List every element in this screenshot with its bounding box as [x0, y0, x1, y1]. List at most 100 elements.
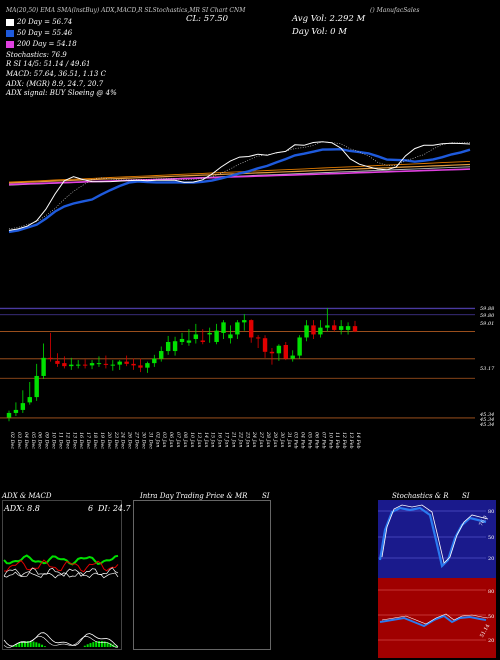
price-tick-label: 53.17 [480, 366, 495, 372]
date-tick-label: 30 Dec [140, 432, 146, 449]
date-tick-label: 03 Feb [293, 432, 299, 449]
candle-body [34, 375, 39, 398]
date-axis: 02 Dec 03 Dec 04 Dec 05 Dec 06 Dec 09 Dec 10 D… [9, 431, 361, 449]
macd-histogram-bar [18, 642, 21, 647]
date-tick-label: 11 Feb [334, 432, 340, 449]
date-tick-label: 14 Feb [355, 432, 361, 449]
avg-vol-label: Avg Vol: 2.292 M [292, 14, 366, 24]
date-tick-label: 04 Feb [300, 432, 306, 449]
date-tick-label: 02 Jan [154, 432, 160, 448]
candle-body [235, 322, 240, 335]
candle-body [165, 341, 171, 352]
price-tick-label: 45.34 [479, 417, 494, 423]
legend-r: R SI 14/5: 51.14 / 49.61 [6, 60, 91, 68]
ma200-swatch [6, 40, 14, 48]
price-tick-label: 59.01 [480, 321, 494, 327]
date-tick-label: 28 Jan [265, 431, 271, 448]
intraday-si-label: SI [262, 492, 270, 500]
date-tick-label: 03 Dec [16, 432, 22, 449]
legend-adx-signal: ADX signal: BUY Sloeing @ 4% [6, 89, 117, 97]
moving-average-lines [8, 141, 471, 234]
candle-body [200, 340, 205, 342]
macd-histogram-bar [23, 641, 26, 647]
candle-body [276, 345, 282, 354]
date-tick-label: 06 Jan [168, 432, 174, 448]
candle-body [110, 364, 115, 366]
stoch-si-label: SI [462, 492, 470, 500]
rsi-lines [378, 589, 489, 641]
date-tick-label: 10 Feb [327, 432, 333, 449]
candle-body [214, 330, 219, 342]
date-tick-label: 19 Dec [99, 432, 105, 449]
legend-adx: ADX: (MGR) 8.9, 24.7, 20.7 [6, 80, 104, 88]
candle-body [262, 338, 268, 352]
candle-body [76, 364, 81, 366]
candle-body [131, 363, 136, 366]
date-tick-label: 17 Jan [224, 432, 230, 448]
price-tick-label: 45.34 [479, 422, 494, 428]
date-tick-label: 31 Dec [147, 432, 153, 449]
date-tick-label: 13 Feb [348, 432, 354, 449]
candle-body [172, 341, 178, 352]
candle-body [318, 327, 323, 335]
date-tick-label: 24 Jan [251, 431, 257, 448]
date-tick-label: 14 Jan [203, 432, 209, 448]
macd-histogram-bar [21, 641, 24, 647]
legend-ma50: 50 Day = 55.46 [6, 29, 72, 37]
date-tick-label: 31 Jan [286, 432, 292, 448]
macd-histogram-bar [109, 643, 112, 647]
date-tick-label: 23 Dec [113, 431, 119, 449]
candle-body [311, 325, 316, 335]
candle-body [332, 325, 337, 330]
candle-body [159, 351, 164, 359]
macd-histogram-bar [89, 643, 92, 647]
date-tick-label: 27 Jan [258, 431, 264, 448]
candle-body [193, 334, 199, 339]
macd-histogram-bar [86, 644, 89, 647]
macd-histogram-bar [100, 641, 103, 647]
macd-histogram-bar [12, 645, 15, 647]
stochastics-lines [378, 504, 489, 569]
macd-histogram-bar [106, 642, 109, 647]
price-tick-label: 59.88 [480, 306, 494, 312]
date-tick-label: 13 Jan [196, 432, 202, 448]
macd-histogram-bar [43, 646, 46, 647]
date-tick-label: 05 Feb [307, 432, 313, 449]
date-tick-label: 11 Dec [57, 432, 63, 449]
candle-body [249, 320, 254, 338]
rsi-tick-20: 20 [488, 638, 495, 644]
date-tick-label: 24 Dec [120, 431, 126, 449]
candle-body [41, 357, 46, 376]
adx-minus-di-line [4, 559, 119, 573]
rsi-tick-80: 80 [488, 589, 495, 595]
candle-body [96, 363, 102, 365]
candle-body [152, 358, 157, 364]
ma20-swatch [6, 18, 14, 26]
macd-histogram-bar [15, 644, 18, 647]
date-tick-label: 20 Dec [106, 431, 112, 449]
candle-body [297, 337, 302, 356]
intraday-panel-title: Intra Day Trading Price & MR [140, 492, 248, 500]
stoch-tick-50: 50 [488, 535, 495, 541]
candle-body [338, 326, 344, 330]
date-tick-label: 15 Jan [210, 432, 216, 448]
date-tick-label: 18 Dec [92, 432, 98, 449]
ma50-line [8, 147, 471, 234]
stoch-panel [378, 500, 496, 578]
date-tick-label: 06 Dec [37, 432, 43, 449]
candle-body [283, 345, 288, 359]
adx-panel [2, 500, 122, 650]
stoch-panel-title: Stochastics & R [392, 492, 449, 500]
date-tick-label: 22 Jan [237, 431, 243, 448]
date-tick-label: 03 Jan [161, 432, 167, 448]
close-label: CL: 57.50 [186, 14, 229, 24]
candle-body [290, 355, 295, 359]
date-tick-label: 13 Dec [71, 432, 77, 449]
date-tick-label: 04 Dec [23, 432, 29, 449]
candle-body [89, 363, 95, 366]
ma50-swatch [6, 29, 14, 37]
date-tick-label: 16 Dec [78, 432, 84, 449]
legend-stoch: Stochastics: 76.9 [6, 51, 67, 59]
